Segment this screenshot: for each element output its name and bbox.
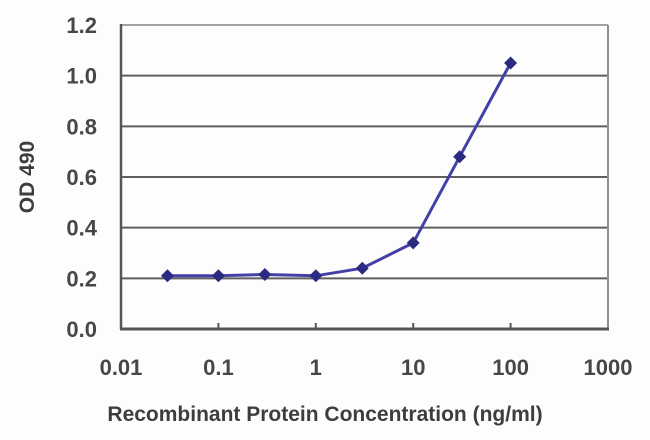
x-tick-labels: 0.01 0.1 1 10 100 1000 bbox=[100, 355, 633, 380]
x-tick-label: 100 bbox=[492, 355, 529, 380]
data-point-marker bbox=[355, 261, 369, 275]
y-tick-label: 0.8 bbox=[66, 114, 97, 139]
series-line bbox=[166, 61, 513, 278]
y-tick-label: 1.0 bbox=[66, 64, 97, 89]
x-tick-label: 0.1 bbox=[203, 355, 234, 380]
y-tick-label: 0.4 bbox=[66, 216, 97, 241]
data-point-marker bbox=[211, 269, 225, 283]
data-series bbox=[160, 56, 518, 283]
x-axis-title: Recombinant Protein Concentration (ng/ml… bbox=[107, 403, 542, 426]
data-point-marker bbox=[258, 268, 272, 282]
gridlines bbox=[121, 74, 608, 280]
x-tick-label: 0.01 bbox=[100, 355, 143, 380]
data-point-marker bbox=[406, 236, 420, 250]
data-point-marker bbox=[309, 269, 323, 283]
data-point-marker bbox=[453, 150, 467, 164]
data-point-marker bbox=[160, 269, 174, 283]
x-tick-label: 1 bbox=[310, 355, 322, 380]
plot-frame bbox=[119, 24, 609, 331]
y-tick-label: 1.2 bbox=[66, 13, 97, 38]
y-tick-label: 0.2 bbox=[66, 266, 97, 291]
x-tick-label: 10 bbox=[401, 355, 425, 380]
x-tick-label: 1000 bbox=[584, 355, 633, 380]
y-tick-label: 0.6 bbox=[66, 165, 97, 190]
data-point-marker bbox=[504, 56, 518, 70]
y-axis-title: OD 490 bbox=[16, 141, 39, 213]
y-tick-label: 0.0 bbox=[66, 317, 97, 342]
x-axis-ticks bbox=[217, 323, 512, 329]
y-tick-labels: 0.0 0.2 0.4 0.6 0.8 1.0 1.2 bbox=[66, 13, 97, 342]
